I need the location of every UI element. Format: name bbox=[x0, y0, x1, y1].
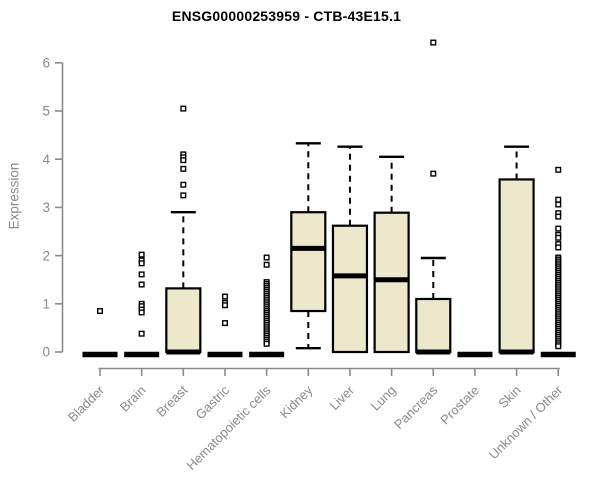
outlier-point bbox=[221, 302, 228, 309]
x-tick-label-liver: Liver bbox=[327, 382, 358, 413]
boxplot-liver bbox=[331, 145, 369, 354]
outlier-point bbox=[138, 271, 145, 278]
boxplot-skin bbox=[498, 145, 535, 355]
outlier-point bbox=[138, 260, 145, 267]
y-tick-label: 2 bbox=[42, 248, 50, 263]
iqr-box bbox=[498, 178, 535, 354]
outlier-point bbox=[555, 234, 562, 241]
boxplot-unknown-other bbox=[540, 166, 576, 358]
boxplot-pancreas bbox=[415, 39, 452, 355]
boxplot-brain bbox=[124, 251, 160, 358]
outlier-point bbox=[430, 170, 437, 177]
x-tick-label-unknown-other: Unknown / Other bbox=[486, 382, 566, 462]
boxplot-gastric bbox=[207, 293, 243, 358]
outlier-point bbox=[555, 244, 562, 251]
outlier-point bbox=[180, 165, 187, 172]
outlier-point bbox=[138, 309, 145, 316]
x-tick-label-breast: Breast bbox=[153, 382, 190, 419]
outlier-point bbox=[180, 105, 187, 112]
iqr-box bbox=[165, 287, 202, 354]
outlier-point bbox=[221, 320, 228, 327]
boxplot-breast bbox=[165, 105, 202, 355]
outlier-point bbox=[555, 201, 562, 208]
y-tick-label: 1 bbox=[42, 297, 50, 312]
x-tick-label-prostate: Prostate bbox=[437, 383, 482, 428]
y-tick-label: 6 bbox=[42, 56, 50, 71]
iqr-box bbox=[290, 211, 327, 313]
boxplot-kidney bbox=[290, 142, 327, 350]
outlier-point bbox=[555, 166, 562, 173]
y-tick-label: 5 bbox=[42, 104, 50, 119]
x-tick-label-kidney: Kidney bbox=[277, 382, 316, 421]
boxplot-lung bbox=[373, 155, 410, 354]
outlier-point bbox=[180, 181, 187, 188]
iqr-box bbox=[331, 224, 369, 354]
outlier-point bbox=[263, 340, 270, 347]
outlier-point bbox=[263, 254, 270, 261]
outlier-point bbox=[263, 261, 270, 268]
outlier-point bbox=[138, 251, 145, 258]
outlier-point bbox=[555, 213, 562, 220]
x-tick-label-bladder: Bladder bbox=[65, 382, 108, 425]
boxplot-bladder bbox=[82, 308, 118, 358]
outlier-point bbox=[430, 39, 437, 46]
chart-title: ENSG00000253959 - CTB-43E15.1 bbox=[171, 8, 402, 24]
iqr-box bbox=[415, 297, 452, 354]
x-tick-label-gastric: Gastric bbox=[192, 382, 232, 422]
y-tick-label: 3 bbox=[42, 200, 50, 215]
x-tick-label-brain: Brain bbox=[117, 383, 149, 415]
iqr-box bbox=[373, 211, 410, 354]
outlier-point bbox=[555, 225, 562, 232]
boxplot-hematopoietic-cells bbox=[249, 254, 285, 358]
x-tick-label-lung: Lung bbox=[368, 383, 399, 414]
outlier-point bbox=[555, 343, 562, 350]
outlier-point bbox=[555, 196, 562, 203]
y-tick-label: 0 bbox=[42, 345, 50, 360]
outlier-point bbox=[180, 157, 187, 164]
outlier-point bbox=[138, 281, 145, 288]
outlier-point bbox=[180, 192, 187, 199]
y-tick-label: 4 bbox=[42, 152, 50, 167]
outlier-point bbox=[221, 293, 228, 300]
outlier-point bbox=[96, 308, 103, 315]
x-tick-label-skin: Skin bbox=[495, 383, 523, 411]
outlier-point bbox=[138, 330, 145, 337]
x-tick-label-pancreas: Pancreas bbox=[391, 382, 441, 432]
